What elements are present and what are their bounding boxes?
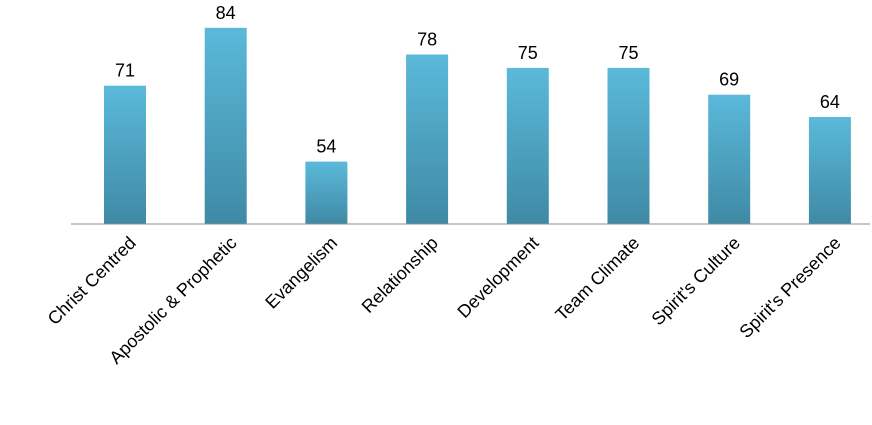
data-label: 64	[820, 92, 840, 112]
bars-layer	[104, 27, 851, 225]
bar	[406, 54, 449, 224]
bar	[305, 161, 348, 224]
x-tick-label: Development	[453, 233, 542, 322]
x-tick-label: Team Climate	[551, 233, 643, 325]
bar	[104, 85, 146, 224]
data-label: 75	[618, 43, 638, 63]
data-label: 69	[719, 70, 739, 90]
value-labels-layer: 71 84 54 78 75 75 69 64	[115, 3, 840, 157]
x-tick-label: Spirit's Culture	[648, 233, 745, 330]
bar	[607, 67, 650, 225]
x-tick-label: Evangelism	[261, 233, 341, 313]
bar	[506, 67, 549, 225]
data-label: 75	[518, 43, 538, 63]
bar	[808, 117, 851, 224]
x-tick-label: Relationship	[358, 233, 442, 317]
bar	[708, 94, 751, 224]
bar	[204, 27, 247, 224]
x-tick-label: Spirit's Presence	[735, 233, 844, 342]
data-label: 54	[316, 137, 336, 157]
data-label: 71	[115, 61, 135, 81]
data-label: 78	[417, 30, 437, 50]
data-label: 84	[216, 3, 236, 23]
x-tick-label: Christ Centred	[44, 233, 140, 329]
